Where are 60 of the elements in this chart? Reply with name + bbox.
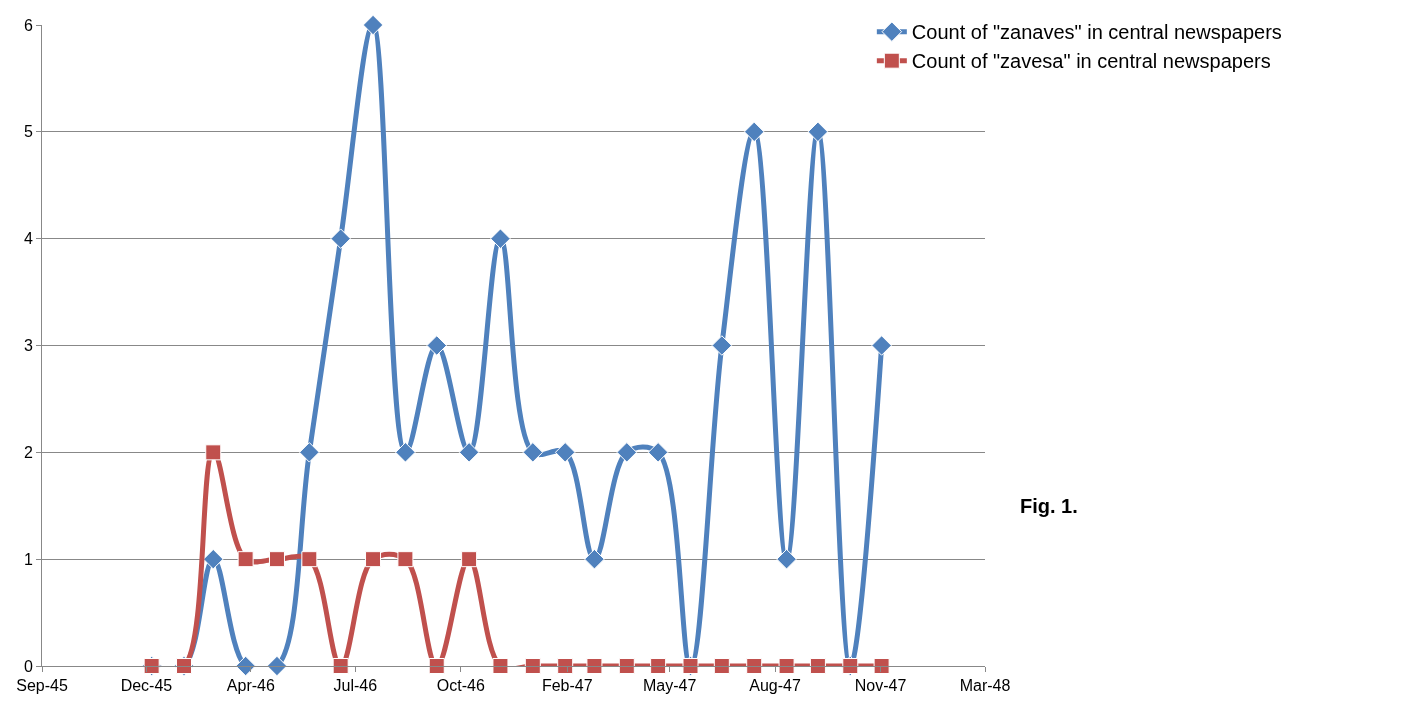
point [522,442,544,463]
point [397,551,414,568]
x-tick-label: Aug-47 [749,677,801,695]
point [203,548,224,570]
point [807,121,829,143]
x-tick-label: Apr-46 [226,677,275,695]
point [426,335,447,356]
y-tick-label: 3 [23,337,33,355]
point [871,335,892,356]
x-tick-label: Mar-48 [959,677,1011,695]
point [776,548,797,570]
point [237,551,254,568]
point [647,442,669,463]
x-tick-label: Jul-46 [333,677,378,695]
y-tick-label: 6 [23,16,33,34]
point [395,442,416,463]
point [299,442,320,463]
x-tick-label: Nov-47 [854,677,907,695]
point [266,655,288,677]
point [330,228,351,249]
point [586,658,603,674]
legend-label: Count of "zanaves" in central newspapers [911,21,1282,44]
point [746,658,763,674]
point [362,14,384,36]
x-tick-label: Sep-45 [16,677,68,695]
x-tick-label: Feb-47 [541,677,593,695]
point [301,551,318,568]
y-tick-label: 0 [23,657,33,675]
point [873,658,890,674]
point [490,228,511,249]
point [650,658,667,674]
x-tick-label: Oct-46 [436,677,485,695]
point [554,442,576,463]
caption: Fig. 1. [1020,495,1078,517]
point [711,335,733,356]
point [616,442,638,463]
x-tick-label: May-47 [642,677,697,695]
y-tick-label: 2 [23,443,33,461]
y-tick-label: 1 [23,550,33,568]
y-tick-label: 5 [23,123,33,141]
point [809,658,826,674]
point [332,658,349,674]
point [365,551,382,568]
point [492,658,509,674]
legend-label: Count of "zavesa" in central newspapers [911,50,1271,73]
point [743,121,765,143]
point [235,655,256,677]
point [461,551,478,568]
point [618,658,635,674]
point [584,548,605,570]
y-tick-label: 4 [23,230,33,248]
point [524,658,541,674]
point [458,442,480,463]
point [557,658,574,674]
point [428,658,445,674]
point [778,658,795,674]
point [268,551,285,568]
x-tick-label: Dec-45 [120,677,173,695]
point [205,444,222,461]
point [713,658,730,674]
